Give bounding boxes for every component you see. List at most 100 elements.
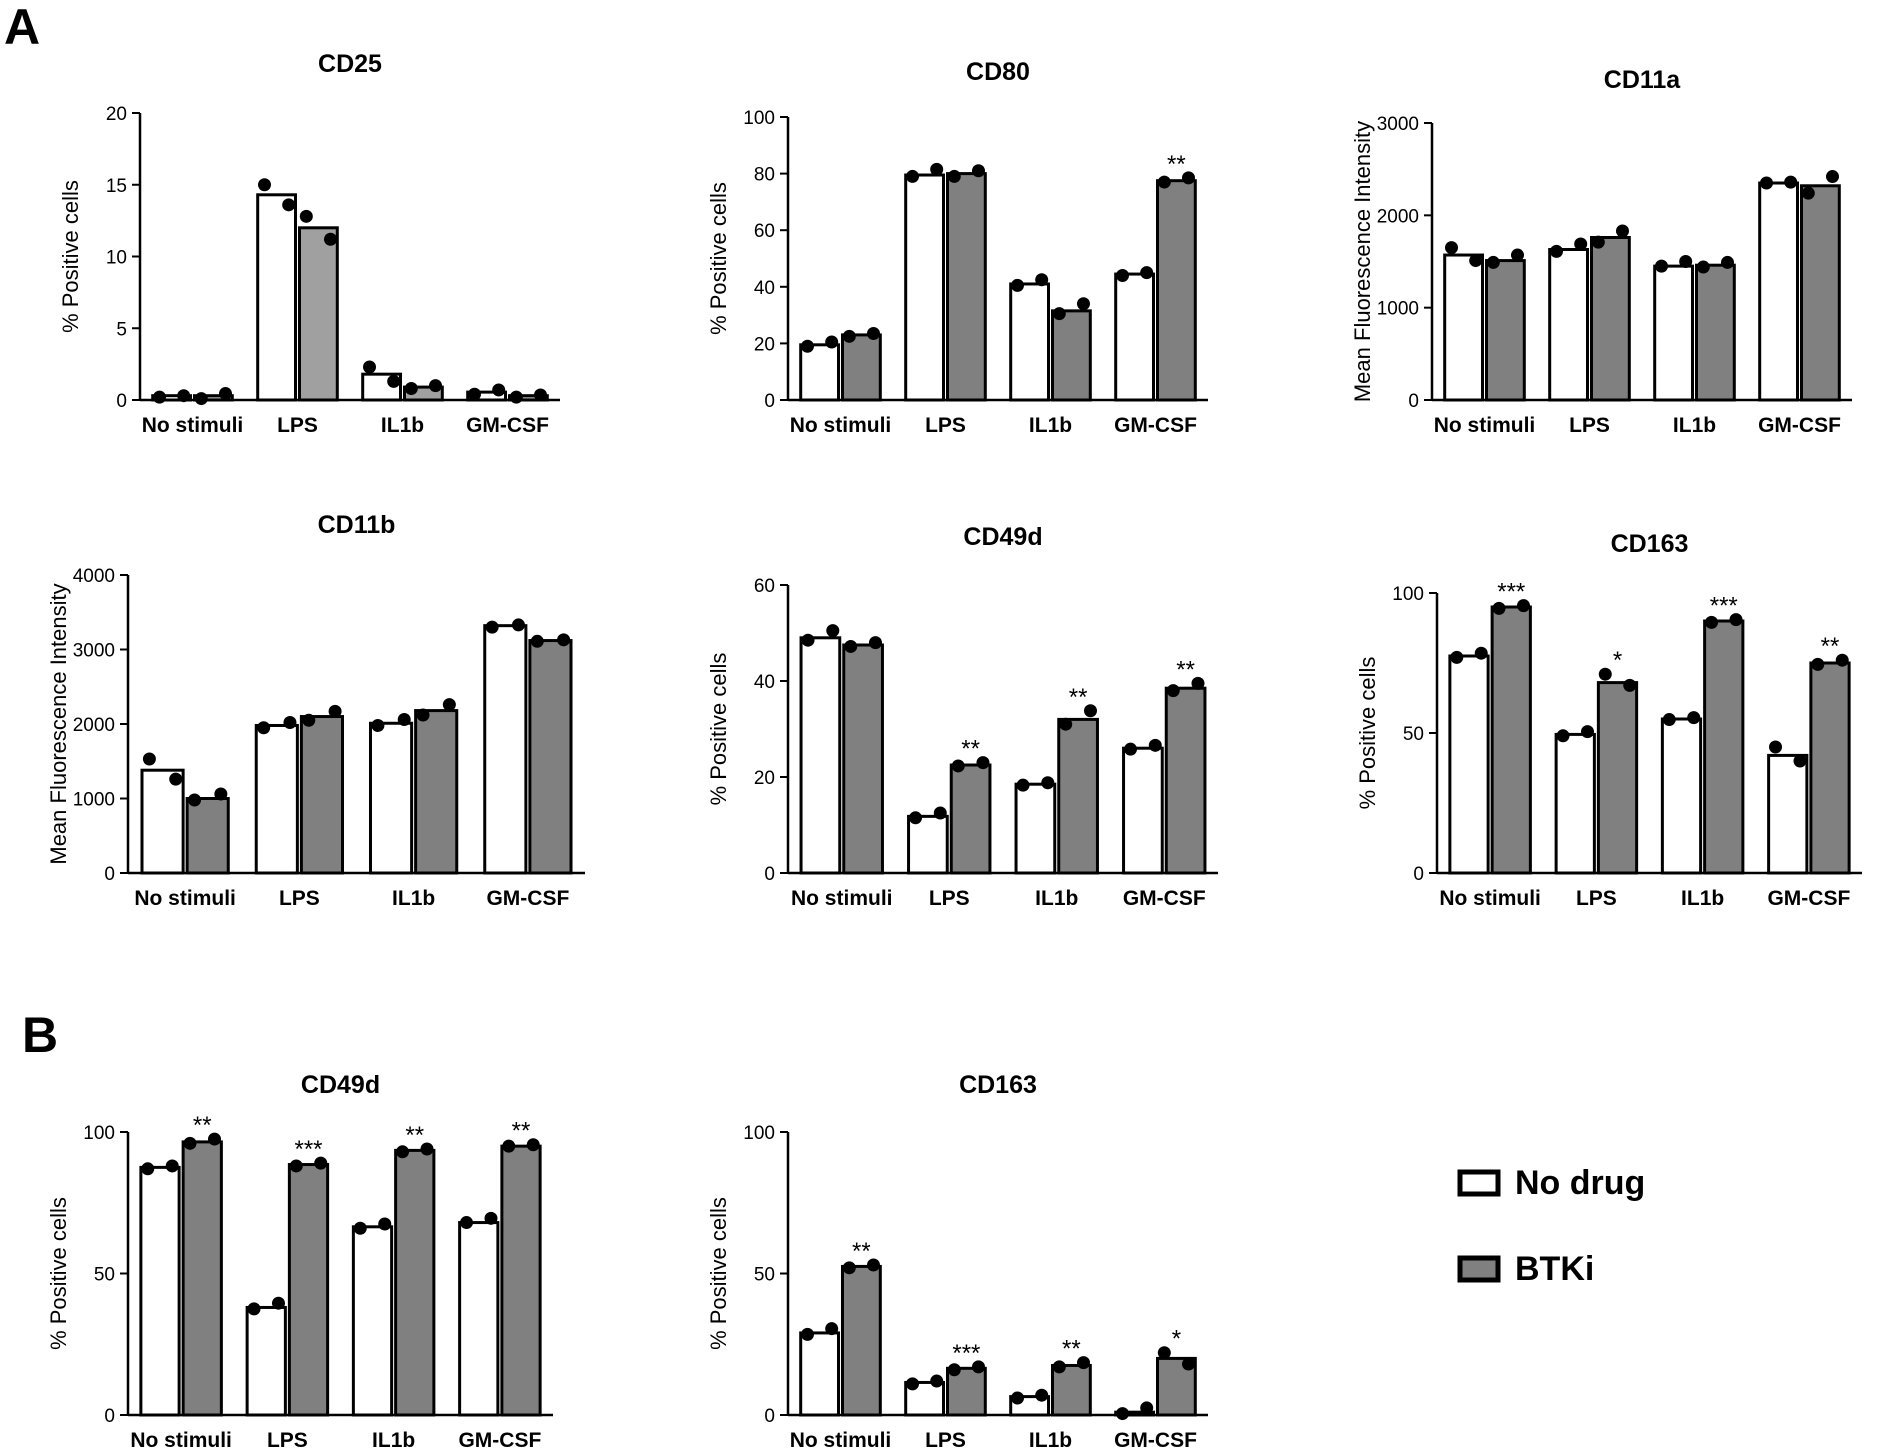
bar-btki	[1800, 184, 1841, 402]
bar-btki	[1695, 263, 1736, 402]
data-point	[387, 374, 401, 388]
significance-label: *	[1613, 647, 1622, 674]
data-point	[397, 713, 411, 727]
bar-btki	[946, 172, 987, 402]
chart-a-cd25: CD25 % Positive cells 0 5 10 15 20 No stimuli LP…	[58, 50, 560, 437]
data-point	[1166, 684, 1180, 698]
category-label: GM-CSF	[1767, 887, 1850, 910]
data-point	[257, 721, 271, 735]
category-label: No stimuli	[790, 414, 892, 437]
legend-item-btki: BTKi	[1457, 1250, 1594, 1288]
y-tick-label: 50	[94, 1265, 115, 1286]
bar-btki	[500, 1144, 542, 1417]
bar-no-drug	[140, 768, 185, 875]
category-label: IL1b	[1035, 887, 1078, 910]
data-point	[1011, 1391, 1025, 1405]
data-point	[1550, 244, 1564, 258]
data-point	[485, 620, 499, 634]
y-tick-label: 0	[116, 391, 127, 412]
data-point	[363, 360, 377, 374]
y-tick-label: 0	[104, 864, 115, 885]
data-point	[826, 624, 840, 638]
data-point	[1556, 729, 1570, 743]
bar-no-drug	[799, 636, 842, 875]
y-tick-label: 50	[1403, 724, 1424, 745]
bar-no-drug	[483, 624, 528, 875]
bar-btki	[1596, 681, 1639, 875]
bar-btki	[841, 1264, 882, 1417]
bar-no-drug	[1758, 181, 1799, 402]
bar-btki	[842, 643, 884, 875]
chart-a-cd80: CD80 % Positive cells 0 20 40 60 80 100 No stimu…	[706, 58, 1208, 437]
data-point	[258, 178, 272, 192]
data-point	[1687, 711, 1701, 725]
data-point	[930, 162, 944, 176]
chart-title: CD11b	[318, 511, 396, 539]
category-label: IL1b	[1029, 1429, 1072, 1452]
significance-label: **	[852, 1238, 871, 1265]
data-point	[169, 772, 183, 786]
y-tick-label: 100	[743, 1123, 775, 1144]
data-point	[1157, 175, 1171, 189]
data-point	[526, 1138, 540, 1152]
y-tick-label: 40	[754, 278, 775, 299]
y-tick-label: 100	[743, 108, 775, 129]
category-label: LPS	[925, 1429, 966, 1452]
y-axis-label: Mean Fluorescence Intensity	[46, 583, 71, 864]
data-point	[1157, 1346, 1171, 1360]
data-point	[165, 1159, 179, 1173]
data-point	[1662, 713, 1676, 727]
bar-btki	[1490, 605, 1532, 875]
data-point	[416, 708, 430, 722]
data-point	[1835, 653, 1849, 667]
bar-btki	[181, 1140, 223, 1417]
y-tick-label: 0	[764, 864, 775, 885]
bar-btki	[508, 394, 549, 402]
chart-title: CD163	[959, 1071, 1037, 1099]
category-label: No stimuli	[130, 1429, 232, 1452]
data-point	[502, 1139, 516, 1153]
significance-label: **	[1062, 1336, 1081, 1363]
bar-no-drug	[151, 394, 192, 402]
data-point	[1760, 176, 1774, 190]
y-axis-label: Mean Fluorescence Intensity	[1350, 121, 1375, 402]
chart-title: CD163	[1611, 530, 1689, 558]
significance-label: **	[1167, 151, 1186, 178]
bar-btki	[528, 639, 573, 875]
data-point	[1052, 307, 1066, 321]
y-axis-label: % Positive cells	[706, 1197, 731, 1350]
data-point	[396, 1145, 410, 1159]
category-label: GM-CSF	[1114, 414, 1197, 437]
significance-label: **	[405, 1122, 424, 1149]
legend-swatch-btki	[1457, 1255, 1501, 1283]
y-tick-label: 15	[106, 176, 127, 197]
category-label: No stimuli	[142, 414, 244, 437]
data-point	[868, 636, 882, 650]
data-point	[1729, 613, 1743, 627]
y-tick-label: 100	[1392, 584, 1424, 605]
bar-no-drug	[1009, 282, 1051, 402]
data-point	[976, 756, 990, 770]
data-point	[866, 326, 880, 340]
bar-btki	[1156, 179, 1197, 402]
significance-label: ***	[294, 1136, 322, 1163]
significance-label: ***	[952, 1340, 980, 1367]
data-point	[183, 1136, 197, 1150]
data-point	[442, 698, 456, 712]
bar-btki	[299, 715, 345, 875]
data-point	[404, 382, 418, 396]
data-point	[428, 379, 442, 393]
bar-no-drug	[1653, 264, 1694, 402]
bar-no-drug	[1767, 753, 1809, 875]
data-point	[1124, 742, 1138, 756]
data-point	[1011, 278, 1025, 292]
bar-no-drug	[904, 1380, 946, 1417]
bar-no-drug	[907, 814, 949, 875]
data-point	[1116, 1407, 1130, 1421]
legend-swatch-no-drug	[1457, 1169, 1501, 1197]
bar-no-drug	[466, 390, 508, 402]
y-tick-label: 10	[106, 248, 127, 269]
data-point	[1510, 248, 1524, 262]
data-point	[1793, 754, 1807, 768]
